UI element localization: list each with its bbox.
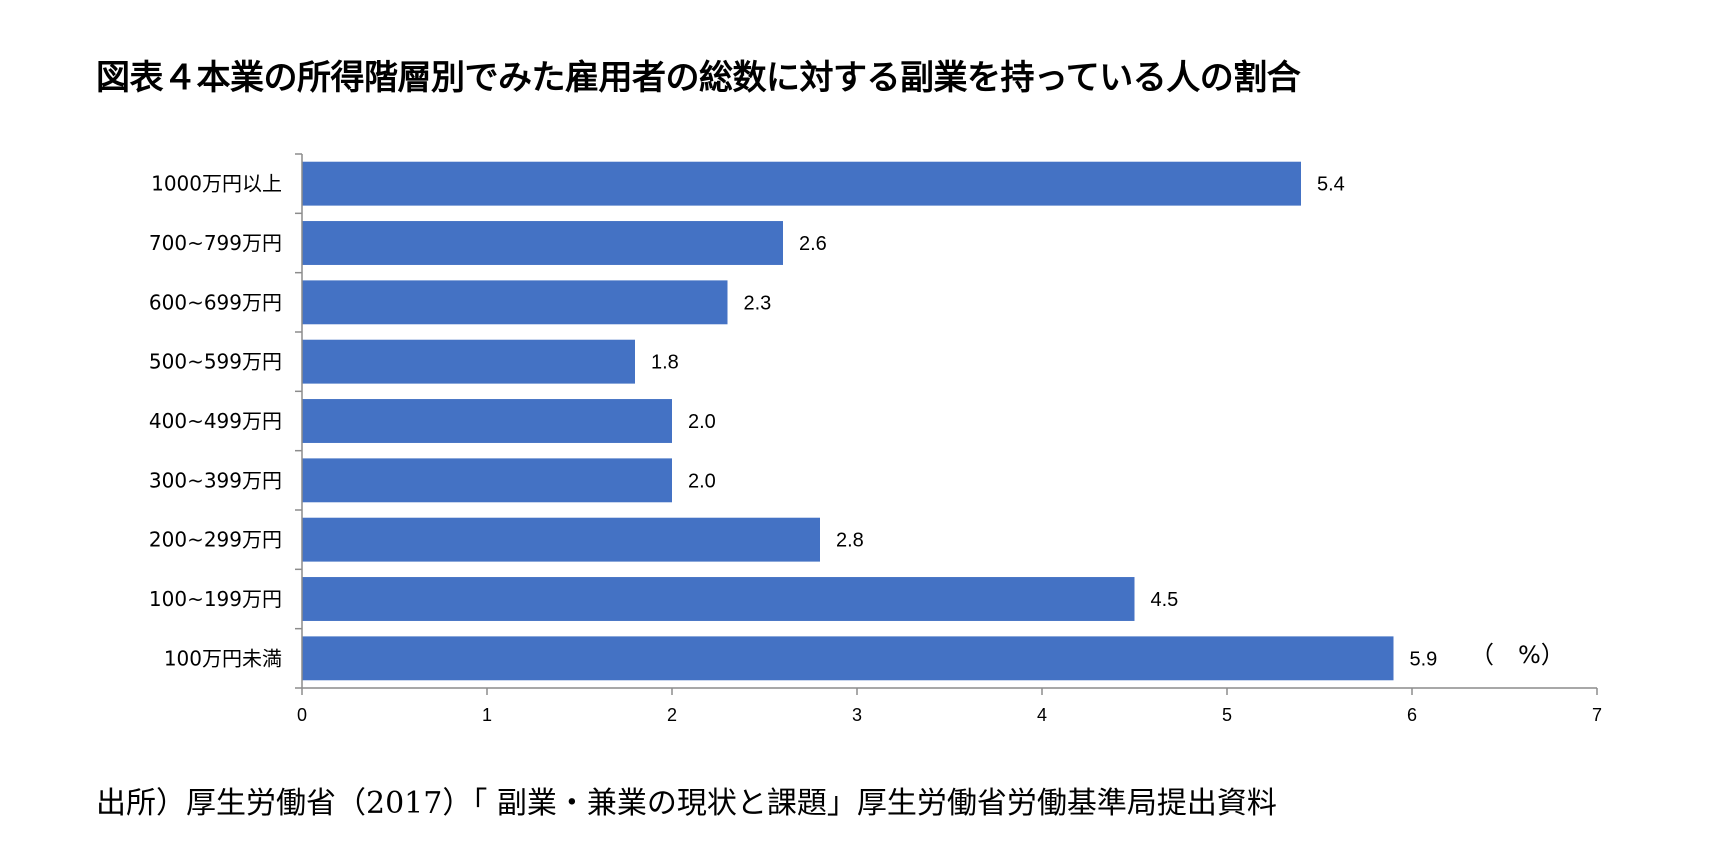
category-label-5: 300~399万円 xyxy=(149,468,282,492)
bar-chart: 1000万円以上 5.4 700~799万円 2.6 600~699万円 2.3 500~5… xyxy=(149,153,1602,725)
bar-1 xyxy=(302,221,783,265)
bar-7 xyxy=(302,577,1135,621)
bar-8 xyxy=(302,636,1394,681)
source-note: 出所）厚生労働省（2017）「 副業・兼業の現状と課題」厚生労働省労働基準局提出… xyxy=(96,786,1277,821)
chart-title: 図表４本業の所得階層別でみた雇用者の総数に対する副業を持っている人の割合 xyxy=(96,58,1301,98)
axes-group xyxy=(295,153,1598,695)
x-tick-label-2: 2 xyxy=(667,705,677,725)
bar-4 xyxy=(302,399,672,443)
data-label-8: 5.9 xyxy=(1410,648,1438,670)
category-label-6: 200~299万円 xyxy=(149,528,282,552)
bar-2 xyxy=(302,280,728,325)
category-label-4: 400~499万円 xyxy=(149,409,282,433)
x-tick-label-1: 1 xyxy=(482,705,492,725)
data-label-3: 1.8 xyxy=(651,352,679,374)
data-label-1: 2.6 xyxy=(799,233,827,255)
data-label-2: 2.3 xyxy=(744,292,772,314)
data-label-0: 5.4 xyxy=(1317,174,1345,196)
category-label-3: 500~599万円 xyxy=(149,350,282,374)
data-label-4: 2.0 xyxy=(688,411,716,433)
x-tick-label-5: 5 xyxy=(1222,705,1232,725)
data-label-7: 4.5 xyxy=(1151,589,1179,611)
x-tick-label-7: 7 xyxy=(1592,705,1602,725)
category-label-1: 700~799万円 xyxy=(149,231,282,255)
category-label-7: 100~199万円 xyxy=(149,587,282,611)
category-label-8: 100万円未満 xyxy=(164,646,282,670)
bar-5 xyxy=(302,458,672,503)
x-tick-label-4: 4 xyxy=(1037,705,1047,725)
bar-0 xyxy=(302,161,1301,206)
category-label-0: 1000万円以上 xyxy=(151,172,282,196)
bars-group xyxy=(302,161,1394,681)
data-label-5: 2.0 xyxy=(688,470,716,492)
bar-3 xyxy=(302,339,635,384)
category-label-2: 600~699万円 xyxy=(149,290,282,314)
x-tick-label-3: 3 xyxy=(852,705,862,725)
unit-label: （ %） xyxy=(1470,641,1565,669)
labels-group: 1000万円以上 5.4 700~799万円 2.6 600~699万円 2.3 500~5… xyxy=(149,172,1602,725)
bar-6 xyxy=(302,517,820,562)
x-tick-label-0: 0 xyxy=(297,705,307,725)
x-tick-label-6: 6 xyxy=(1407,705,1417,725)
data-label-6: 2.8 xyxy=(836,530,864,552)
